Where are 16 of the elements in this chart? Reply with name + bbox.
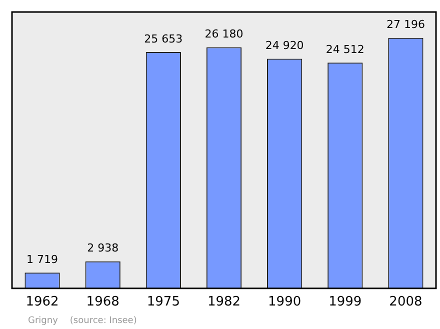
x-tick-label: 1975 (146, 294, 180, 310)
text: (source: Insee) (70, 316, 137, 326)
data-label: 26 180 (204, 28, 244, 41)
x-tick-label: 1999 (328, 294, 362, 310)
data-label: 24 512 (326, 42, 364, 56)
x-tick-label: 1990 (268, 294, 302, 310)
x-tick-label: 1968 (86, 294, 120, 310)
x-tick-label: 1962 (26, 294, 59, 310)
text: Grigny (28, 316, 58, 326)
data-label: 27 196 (386, 18, 425, 32)
data-label: 1 719 (26, 252, 58, 266)
x-tick-label: 1982 (207, 294, 241, 310)
data-label: 25 653 (144, 32, 183, 46)
data-label: 24 920 (265, 39, 304, 52)
data-label: 2 938 (87, 242, 119, 255)
x-tick-label: 2008 (389, 294, 422, 310)
